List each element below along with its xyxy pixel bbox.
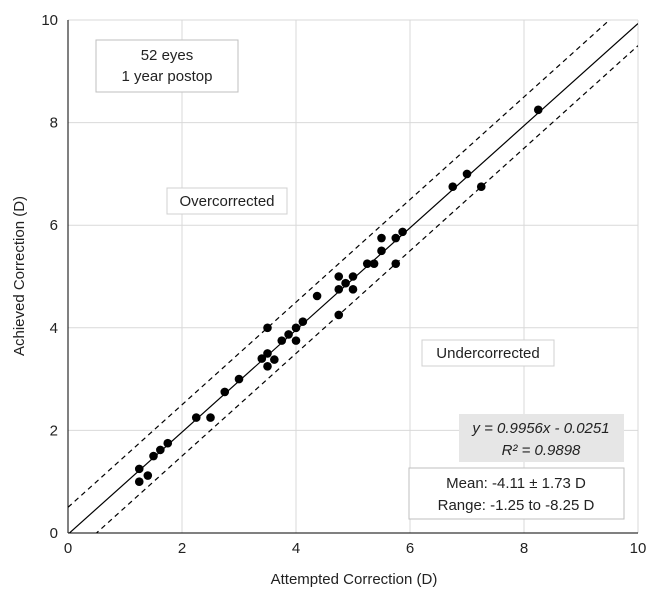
regression-equation: y = 0.9956x - 0.0251	[471, 420, 609, 437]
y-tick-label: 10	[41, 12, 58, 29]
eyes-count-label: 52 eyes	[141, 47, 194, 64]
data-point	[348, 285, 358, 294]
x-tick-label: 8	[520, 540, 528, 557]
data-point	[391, 233, 401, 243]
x-tick-label: 10	[630, 540, 647, 557]
data-point	[334, 285, 344, 294]
data-point	[191, 413, 201, 422]
data-point	[462, 169, 472, 179]
data-point	[220, 387, 230, 397]
data-point	[448, 182, 458, 192]
tick-labels: 0 2 4 6 8 10 0 2 4 6 8 10	[41, 12, 646, 557]
x-tick-label: 2	[178, 540, 186, 557]
data-point	[377, 246, 386, 256]
postop-label: 1 year postop	[122, 68, 213, 85]
data-point	[263, 323, 272, 333]
data-point	[369, 259, 379, 268]
grid-lines	[68, 19, 639, 533]
x-tick-label: 0	[64, 540, 72, 557]
x-axis-title: Attempted Correction (D)	[271, 571, 438, 588]
data-point	[362, 259, 372, 268]
stats-box: Mean: -4.11 ± 1.73 D Range: -1.25 to -8.…	[408, 467, 625, 520]
overcorrected-label: Overcorrected	[179, 193, 274, 210]
data-points	[134, 105, 543, 487]
data-point	[270, 355, 279, 364]
data-point	[291, 336, 301, 345]
range-label: Range: -1.25 to -8.25 D	[438, 497, 595, 514]
y-tick-label: 6	[50, 217, 58, 234]
data-point	[334, 272, 344, 281]
data-point	[277, 336, 287, 345]
data-point	[377, 233, 386, 243]
data-point	[284, 330, 293, 339]
regression-equation-box: y = 0.9956x - 0.0251 R² = 0.9898	[459, 414, 624, 462]
data-point	[476, 182, 486, 192]
data-point	[334, 310, 344, 320]
data-point	[533, 105, 543, 115]
y-axis-title: Achieved Correction (D)	[11, 196, 28, 356]
data-point	[206, 413, 215, 422]
data-point	[163, 438, 173, 448]
undercorrected-label: Undercorrected	[436, 345, 539, 362]
data-point	[257, 354, 267, 363]
y-tick-label: 4	[50, 320, 58, 337]
mean-label: Mean: -4.11 ± 1.73 D	[446, 475, 586, 492]
data-point	[143, 471, 153, 480]
data-point	[298, 317, 308, 326]
data-point	[341, 278, 350, 288]
data-point	[398, 227, 407, 237]
overcorrected-box: Overcorrected	[166, 187, 288, 215]
x-tick-label: 6	[406, 540, 414, 557]
upper-bound-line	[68, 20, 611, 508]
data-point	[312, 291, 322, 301]
data-point	[234, 374, 244, 384]
y-tick-label: 2	[50, 422, 58, 439]
data-point	[263, 349, 272, 358]
data-point	[263, 361, 272, 371]
data-point	[134, 464, 144, 474]
data-point	[291, 323, 301, 333]
data-point	[391, 259, 401, 268]
undercorrected-box: Undercorrected	[421, 339, 555, 367]
y-tick-label: 8	[50, 115, 58, 132]
r-squared: R² = 0.9898	[502, 442, 581, 459]
x-tick-label: 4	[292, 540, 300, 557]
y-tick-label: 0	[50, 525, 58, 542]
data-point	[149, 451, 158, 461]
eyes-annotation-box: 52 eyes 1 year postop	[95, 39, 239, 93]
lower-bound-line	[95, 45, 638, 533]
axes	[67, 20, 638, 534]
data-point	[156, 445, 165, 455]
data-point	[134, 477, 144, 487]
data-point	[348, 272, 358, 281]
